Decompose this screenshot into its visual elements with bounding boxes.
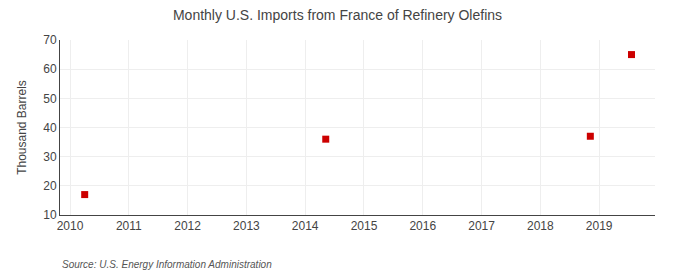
- svg-text:Source: U.S. Energy Informatio: Source: U.S. Energy Information Administ…: [62, 259, 272, 270]
- svg-text:Monthly U.S. Imports from Fran: Monthly U.S. Imports from France of Refi…: [173, 7, 502, 23]
- svg-text:2012: 2012: [174, 219, 201, 233]
- svg-text:2016: 2016: [409, 219, 436, 233]
- svg-text:70: 70: [43, 33, 57, 47]
- svg-text:2013: 2013: [233, 219, 260, 233]
- svg-text:2015: 2015: [351, 219, 378, 233]
- svg-text:2014: 2014: [292, 219, 319, 233]
- svg-text:2011: 2011: [116, 219, 142, 233]
- svg-text:2017: 2017: [468, 219, 495, 233]
- svg-text:Thousand Barrels: Thousand Barrels: [15, 80, 29, 175]
- svg-text:50: 50: [43, 92, 57, 106]
- svg-text:10: 10: [43, 208, 57, 222]
- svg-text:2018: 2018: [527, 219, 554, 233]
- svg-text:30: 30: [43, 150, 57, 164]
- svg-text:60: 60: [43, 62, 57, 76]
- svg-text:40: 40: [43, 121, 57, 135]
- svg-text:2019: 2019: [586, 219, 613, 233]
- svg-text:2010: 2010: [57, 219, 84, 233]
- svg-text:20: 20: [43, 179, 57, 193]
